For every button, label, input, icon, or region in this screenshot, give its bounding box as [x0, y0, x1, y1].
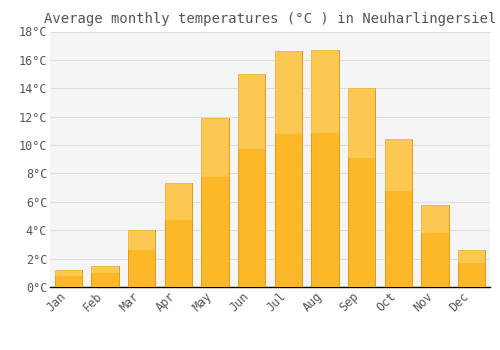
- Bar: [201, 118, 229, 287]
- Bar: [348, 88, 376, 287]
- Bar: [311, 50, 339, 287]
- Bar: [201, 118, 229, 177]
- Bar: [238, 74, 266, 149]
- Bar: [128, 230, 156, 250]
- Bar: [164, 183, 192, 220]
- Bar: [384, 139, 412, 287]
- Bar: [91, 266, 119, 273]
- Bar: [421, 205, 448, 287]
- Title: Average monthly temperatures (°C ) in Neuharlingersiel: Average monthly temperatures (°C ) in Ne…: [44, 12, 496, 26]
- Bar: [54, 270, 82, 287]
- Bar: [458, 250, 485, 287]
- Bar: [238, 74, 266, 287]
- Bar: [91, 266, 119, 287]
- Bar: [128, 230, 156, 287]
- Bar: [54, 270, 82, 276]
- Bar: [458, 250, 485, 263]
- Bar: [274, 51, 302, 287]
- Bar: [348, 88, 376, 158]
- Bar: [164, 183, 192, 287]
- Bar: [311, 50, 339, 133]
- Bar: [384, 139, 412, 191]
- Bar: [421, 205, 448, 233]
- Bar: [274, 51, 302, 134]
